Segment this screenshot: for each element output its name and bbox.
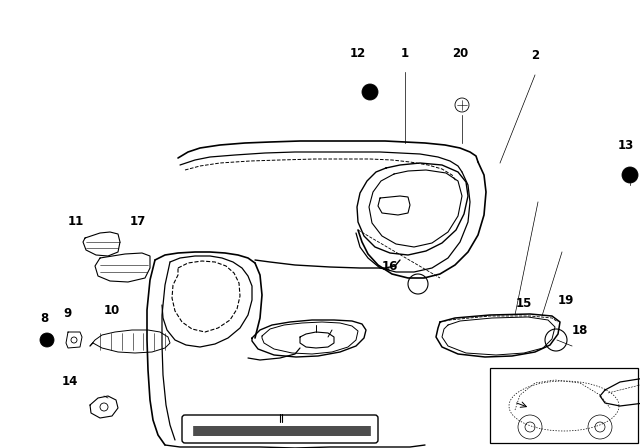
Text: 18: 18 <box>572 323 588 336</box>
FancyBboxPatch shape <box>182 415 378 443</box>
Text: 9: 9 <box>64 307 72 320</box>
Text: 2: 2 <box>531 49 539 62</box>
Text: 16: 16 <box>382 260 398 273</box>
Circle shape <box>362 84 378 100</box>
Text: 17: 17 <box>130 215 146 228</box>
Circle shape <box>40 333 54 347</box>
Bar <box>490 368 638 443</box>
Text: 1: 1 <box>401 47 409 60</box>
Text: 11: 11 <box>68 215 84 228</box>
Text: 19: 19 <box>558 293 574 306</box>
Text: 12: 12 <box>350 47 366 60</box>
Text: 8: 8 <box>40 312 48 325</box>
Circle shape <box>622 167 638 183</box>
Text: 13: 13 <box>618 139 634 152</box>
Text: 20: 20 <box>452 47 468 60</box>
Text: 15: 15 <box>516 297 532 310</box>
Text: 10: 10 <box>104 304 120 317</box>
Text: 14: 14 <box>62 375 78 388</box>
